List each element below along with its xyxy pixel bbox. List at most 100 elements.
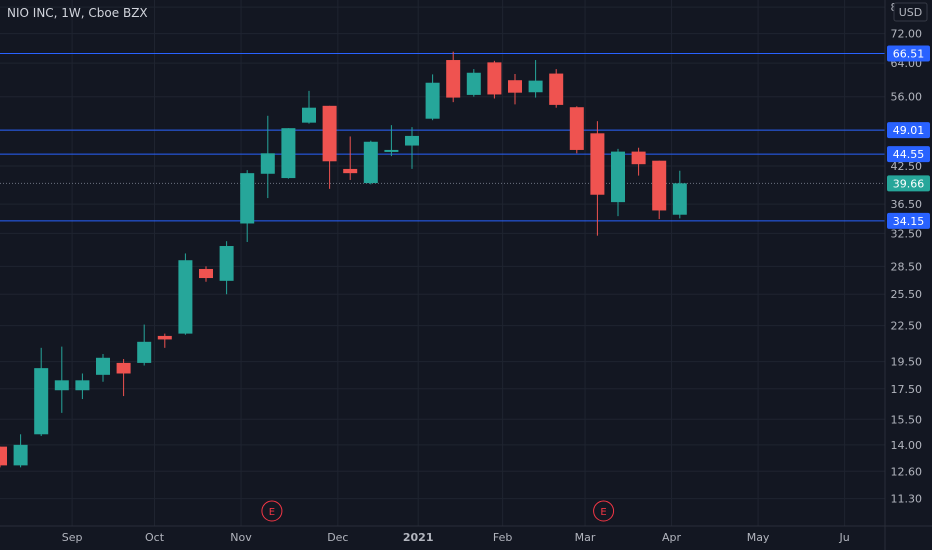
earnings-marker-circle [593,500,615,522]
level-tag-label: 34.15 [893,215,925,228]
x-tick-label: Oct [145,531,165,544]
candle [652,160,667,220]
x-tick-label: Sep [62,531,83,544]
x-tick-label: Apr [662,531,682,544]
candle-body [508,80,522,93]
candle [34,347,49,437]
candle-body [611,151,625,203]
candle [631,147,646,176]
candle [405,127,419,169]
x-tick-label: May [747,531,770,544]
candle [590,121,605,236]
level-tag-label: 44.55 [893,148,925,161]
candlestick-series [0,51,687,468]
candle [302,90,316,124]
candle-body [631,151,646,165]
y-tick-label: 11.30 [891,493,923,506]
candle [487,60,502,99]
candle-body [96,357,110,375]
earnings-marker[interactable]: E [261,500,283,522]
candle [466,69,481,97]
candle-body [466,72,481,95]
last-price-label: 39.66 [893,177,925,190]
y-tick-label: 28.50 [891,260,923,273]
candle [137,324,152,366]
candle-body [219,246,234,281]
candle-body [281,128,296,179]
candle [75,373,90,400]
candle [240,170,255,242]
y-tick-label: 14.00 [891,439,923,452]
candle [116,359,131,397]
y-tick-label: 36.50 [891,198,923,211]
candle-body [363,141,378,184]
y-tick-label: 42.50 [891,160,923,173]
x-tick-label: Ju [838,531,849,544]
level-tag-label: 49.01 [893,124,925,137]
candle [260,115,275,199]
y-tick-label: 72.00 [891,28,923,41]
candle [528,60,543,98]
x-tick-label: 2021 [403,531,434,544]
x-tick-label: Feb [493,531,512,544]
price-tags: 66.51 49.01 44.55 34.15 39.66 [887,45,930,229]
candle [178,253,193,335]
candle [13,434,28,468]
candle [219,241,234,295]
candle [672,170,687,219]
candle-body [75,380,90,391]
candle-body [672,183,687,215]
x-tick-label: Nov [230,531,252,544]
candle [611,148,625,217]
x-tick-label: Mar [575,531,596,544]
time-axis[interactable]: Sep Oct Nov Dec 2021 Feb Mar Apr May Ju [62,531,850,544]
candle-body [549,73,564,105]
level-tag [887,122,930,139]
y-tick-label: 17.50 [891,383,923,396]
level-tag [887,146,930,163]
candle [363,140,378,185]
candle [0,446,7,468]
candle-body [384,149,399,152]
y-tick-label: 22.50 [891,320,923,333]
earnings-marker-label: E [600,507,606,518]
y-tick-label: 19.50 [891,356,923,369]
level-tag-label: 66.51 [893,47,925,60]
candle-body [405,135,419,146]
candle-body [157,335,172,340]
candle-body [0,446,7,466]
candle-body [240,173,255,224]
chart-title: NIO INC, 1W, Cboe BZX [7,6,148,20]
y-tick-label: 56.00 [891,91,923,104]
candle [54,346,69,413]
candle-body [34,368,49,435]
last-price-tag [887,175,930,192]
candle-body [137,341,152,363]
candle [157,333,172,348]
candle-body [425,82,440,119]
earnings-marker-circle [261,500,283,522]
y-tick-label: 25.50 [891,288,923,301]
candle-body [199,268,213,279]
candle [281,128,296,179]
candle [96,354,110,382]
candle [549,69,564,108]
candle-body [116,362,131,374]
candle-body [13,444,28,466]
candle-body [446,60,461,98]
earnings-marker[interactable]: E [593,500,615,522]
level-tag [887,45,930,62]
candle-body [487,62,502,95]
candle-body [260,153,275,174]
candle [343,136,358,180]
currency-label: USD [899,6,923,19]
candle-body [569,107,584,150]
candle-body [590,133,605,195]
candle [508,73,522,105]
earnings-marker-label: E [269,507,275,518]
currency-button[interactable] [893,2,928,22]
level-tag [887,212,930,229]
horizontal-levels[interactable] [0,52,885,222]
candle-body [322,105,337,162]
